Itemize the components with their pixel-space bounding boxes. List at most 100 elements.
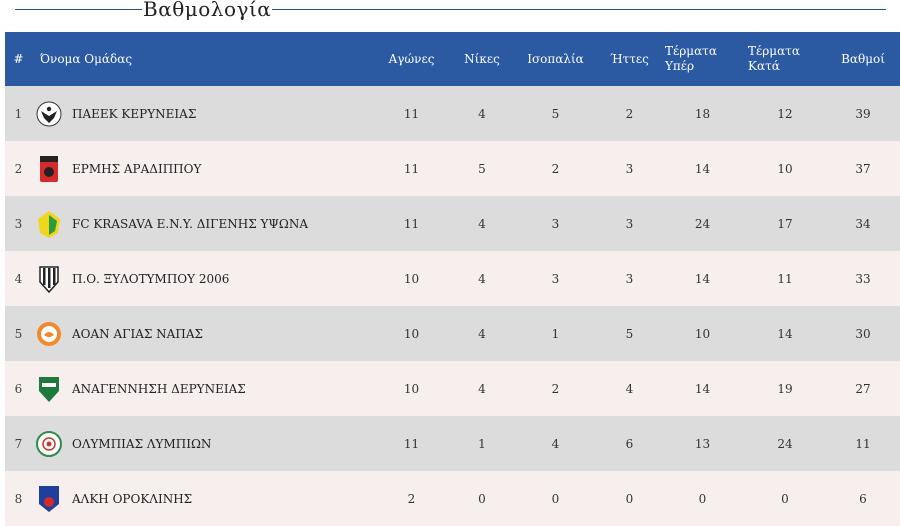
team-name: ΠΑΕΕΚ ΚΕΡΥΝΕΙΑΣ: [72, 106, 197, 121]
row-goals-against: 24: [777, 436, 793, 451]
header-goals-for: Τέρματα Υπέρ: [661, 32, 744, 86]
row-points: 11: [855, 436, 871, 451]
row-goals-against: 11: [777, 271, 793, 286]
row-losses: 6: [625, 436, 634, 451]
row-position: 6: [14, 381, 23, 396]
row-position: 5: [14, 326, 23, 341]
row-goals-against: 12: [777, 106, 793, 121]
team-name: ΑΝΑΓΕΝΝΗΣΗ ΔΕΡΥΝΕΙΑΣ: [72, 381, 246, 396]
row-losses: 3: [625, 271, 634, 286]
page-title: Βαθμολογία: [143, 0, 272, 21]
standings-title-bar: Βαθμολογία: [0, 0, 900, 30]
table-row: 6 ΑΝΑΓΕΝΝΗΣΗ ΔΕΡΥΝΕΙΑΣ 10 4 2 4 14 19 27: [5, 361, 900, 416]
title-divider-right: [272, 9, 886, 10]
red-shield-icon: [40, 155, 58, 182]
row-position: 4: [14, 271, 23, 286]
row-points: 27: [855, 381, 871, 396]
header-wins: Νίκες: [464, 51, 500, 66]
team-cell[interactable]: ΑΝΑΓΕΝΝΗΣΗ ΔΕΡΥΝΕΙΑΣ: [36, 374, 368, 404]
table-row: 8 ΑΛΚΗ ΟΡΟΚΛΙΝΗΣ 2 0 0 0 0 0 6: [5, 471, 900, 526]
row-goals-for: 14: [694, 381, 711, 396]
header-team-name: Όνομα Ομάδας: [40, 51, 133, 66]
row-draws: 3: [551, 216, 560, 231]
row-position: 2: [14, 161, 23, 176]
row-goals-for: 14: [694, 161, 711, 176]
row-points: 6: [859, 491, 867, 506]
row-draws: 1: [551, 326, 560, 341]
team-name: Π.Ο. ΞΥΛΟΤΥΜΠΟΥ 2006: [72, 271, 230, 286]
row-goals-against: 10: [777, 161, 793, 176]
row-points: 37: [855, 161, 871, 176]
header-draws: Ισοπαλία: [527, 51, 584, 66]
row-wins: 4: [478, 326, 486, 341]
header-goals-against-line2: Κατά: [748, 59, 780, 73]
header-goals-for-line1: Τέρματα: [665, 44, 717, 58]
row-goals-against: 19: [777, 381, 793, 396]
row-position: 7: [14, 436, 23, 451]
standings-table: # Όνομα Ομάδας Αγώνες Νίκες Ισοπαλία Ήττ…: [5, 32, 900, 526]
team-cell[interactable]: FC KRASAVA E.N.Y. ΔΙΓΕΝΗΣ ΥΨΩΝΑ: [36, 209, 368, 239]
header-goals-against-line1: Τέρματα: [748, 44, 800, 58]
row-played: 11: [403, 216, 420, 231]
team-cell[interactable]: ΕΡΜΗΣ ΑΡΑΔΙΠΠΟΥ: [36, 154, 368, 184]
header-played: Αγώνες: [388, 51, 435, 66]
row-goals-for: 13: [694, 436, 711, 451]
row-points: 34: [855, 216, 871, 231]
header-points: Βαθμοί: [841, 51, 885, 66]
row-losses: 3: [625, 161, 634, 176]
row-goals-against: 17: [777, 216, 793, 231]
team-cell[interactable]: ΑΛΚΗ ΟΡΟΚΛΙΝΗΣ: [36, 484, 368, 514]
team-name: ΑΛΚΗ ΟΡΟΚΛΙΝΗΣ: [72, 491, 193, 506]
team-name: ΕΡΜΗΣ ΑΡΑΔΙΠΠΟΥ: [72, 161, 202, 176]
green-yellow-crest-icon: [38, 210, 60, 238]
row-wins: 5: [478, 161, 486, 176]
row-position: 3: [14, 216, 23, 231]
row-goals-against: 0: [781, 491, 789, 506]
table-row: 1 ΠΑΕΕΚ ΚΕΡΥΝΕΙΑΣ 11 4 5 2 18 12 39: [5, 86, 900, 141]
row-wins: 1: [478, 436, 486, 451]
row-losses: 5: [625, 326, 634, 341]
table-row: 4 Π.Ο. ΞΥΛΟΤΥΜΠΟΥ 2006 10 4 3 3 14 11 33: [5, 251, 900, 306]
row-played: 11: [403, 161, 420, 176]
row-wins: 4: [478, 216, 486, 231]
team-cell[interactable]: Π.Ο. ΞΥΛΟΤΥΜΠΟΥ 2006: [36, 264, 368, 294]
row-goals-against: 14: [777, 326, 793, 341]
row-played: 11: [403, 436, 420, 451]
team-cell[interactable]: ΑΟΑΝ ΑΓΙΑΣ ΝΑΠΑΣ: [36, 319, 368, 349]
eagle-crest-icon: [36, 101, 62, 126]
row-draws: 3: [551, 271, 560, 286]
row-draws: 5: [551, 106, 560, 121]
team-cell[interactable]: ΠΑΕΕΚ ΚΕΡΥΝΕΙΑΣ: [36, 99, 368, 129]
row-losses: 2: [625, 106, 634, 121]
row-losses: 4: [625, 381, 634, 396]
row-position: 8: [14, 491, 23, 506]
row-points: 33: [855, 271, 871, 286]
team-name: FC KRASAVA E.N.Y. ΔΙΓΕΝΗΣ ΥΨΩΝΑ: [72, 216, 309, 231]
header-position: #: [13, 51, 24, 66]
header-losses: Ήττες: [610, 51, 649, 66]
row-wins: 4: [478, 381, 486, 396]
row-played: 10: [403, 326, 420, 341]
striped-shield-icon: [39, 265, 59, 293]
table-row: 2 ΕΡΜΗΣ ΑΡΑΔΙΠΠΟΥ 11 5 2 3 14 10 37: [5, 141, 900, 196]
team-cell[interactable]: ΟΛΥΜΠΙΑΣ ΛΥΜΠΙΩΝ: [36, 429, 368, 459]
row-losses: 3: [625, 216, 634, 231]
row-wins: 0: [478, 491, 486, 506]
row-goals-for: 24: [694, 216, 711, 231]
row-losses: 0: [625, 491, 634, 506]
row-position: 1: [14, 106, 23, 121]
table-header-row: # Όνομα Ομάδας Αγώνες Νίκες Ισοπαλία Ήττ…: [5, 32, 900, 86]
orange-circle-icon: [37, 321, 61, 346]
table-row: 7 ΟΛΥΜΠΙΑΣ ΛΥΜΠΙΩΝ 11 1 4 6 13 24 11: [5, 416, 900, 471]
round-badge-icon: [36, 430, 62, 457]
table-row: 5 ΑΟΑΝ ΑΓΙΑΣ ΝΑΠΑΣ 10 4 1 5 10 14 30: [5, 306, 900, 361]
green-shield-icon: [39, 376, 59, 402]
row-wins: 4: [478, 106, 486, 121]
row-played: 11: [403, 106, 420, 121]
row-points: 39: [855, 106, 871, 121]
row-draws: 4: [551, 436, 560, 451]
table-row: 3 FC KRASAVA E.N.Y. ΔΙΓΕΝΗΣ ΥΨΩΝΑ 11 4 3…: [5, 196, 900, 251]
row-played: 10: [403, 271, 420, 286]
row-points: 30: [855, 326, 871, 341]
team-name: ΑΟΑΝ ΑΓΙΑΣ ΝΑΠΑΣ: [72, 326, 203, 341]
